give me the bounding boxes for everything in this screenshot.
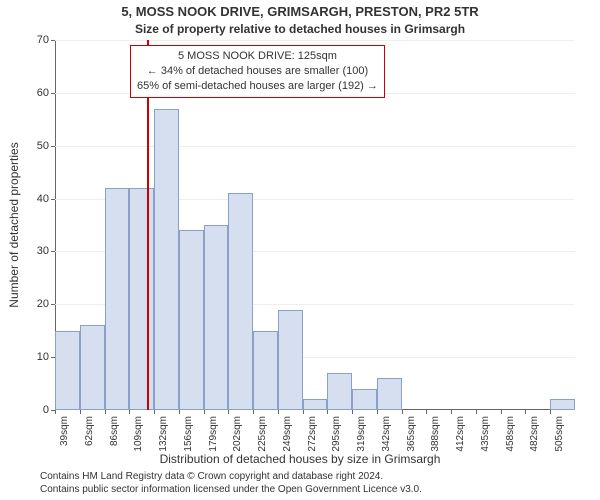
histogram-bar <box>129 188 154 410</box>
y-tick-label: 60 <box>19 87 49 99</box>
gridline <box>55 40 575 41</box>
footer-line-2: Contains public sector information licen… <box>40 484 422 497</box>
footer-attribution: Contains HM Land Registry data © Crown c… <box>40 471 422 496</box>
x-tick-mark <box>327 410 328 414</box>
histogram-bar <box>105 188 130 410</box>
y-tick-label: 0 <box>19 404 49 416</box>
y-tick-mark <box>51 304 55 305</box>
x-tick-label: 179sqm <box>208 416 219 452</box>
x-tick-mark <box>129 410 130 414</box>
x-tick-mark <box>228 410 229 414</box>
x-tick-mark <box>451 410 452 414</box>
histogram-bar <box>352 389 377 410</box>
annotation-line: 65% of semi-detached houses are larger (… <box>137 79 378 94</box>
x-tick-mark <box>352 410 353 414</box>
y-tick-label: 50 <box>19 140 49 152</box>
x-tick-mark <box>204 410 205 414</box>
histogram-bar <box>253 331 278 410</box>
x-tick-mark <box>303 410 304 414</box>
x-tick-mark <box>105 410 106 414</box>
chart-container: 5, MOSS NOOK DRIVE, GRIMSARGH, PRESTON, … <box>0 0 600 500</box>
histogram-bar <box>550 399 575 410</box>
x-tick-label: 342sqm <box>381 416 392 452</box>
x-tick-mark <box>179 410 180 414</box>
x-tick-label: 62sqm <box>84 416 95 446</box>
x-tick-label: 156sqm <box>183 416 194 452</box>
x-tick-mark <box>501 410 502 414</box>
x-tick-label: 249sqm <box>282 416 293 452</box>
y-tick-label: 70 <box>19 34 49 46</box>
y-axis-label: Number of detached properties <box>7 142 21 307</box>
x-axis-label: Distribution of detached houses by size … <box>0 452 600 466</box>
x-tick-label: 132sqm <box>158 416 169 452</box>
x-tick-label: 225sqm <box>257 416 268 452</box>
x-tick-label: 202sqm <box>232 416 243 452</box>
chart-subtitle: Size of property relative to detached ho… <box>0 22 600 36</box>
x-tick-mark <box>253 410 254 414</box>
x-tick-label: 272sqm <box>307 416 318 452</box>
histogram-bar <box>179 230 204 410</box>
y-tick-label: 40 <box>19 193 49 205</box>
x-tick-label: 109sqm <box>133 416 144 452</box>
chart-plot-area: 01020304050607039sqm62sqm86sqm109sqm132s… <box>55 40 575 410</box>
histogram-bar <box>327 373 352 410</box>
histogram-bar <box>303 399 328 410</box>
x-tick-label: 458sqm <box>505 416 516 452</box>
y-tick-label: 20 <box>19 298 49 310</box>
histogram-bar <box>80 325 105 410</box>
x-tick-label: 86sqm <box>109 416 120 446</box>
histogram-bar <box>377 378 402 410</box>
x-tick-mark <box>426 410 427 414</box>
histogram-bar <box>55 331 80 410</box>
annotation-box: 5 MOSS NOOK DRIVE: 125sqm← 34% of detach… <box>130 45 385 98</box>
gridline <box>55 146 575 147</box>
annotation-line: 5 MOSS NOOK DRIVE: 125sqm <box>137 49 378 64</box>
y-tick-mark <box>51 93 55 94</box>
x-tick-label: 412sqm <box>455 416 466 452</box>
y-tick-mark <box>51 40 55 41</box>
y-tick-mark <box>51 146 55 147</box>
histogram-bar <box>154 109 179 410</box>
x-tick-mark <box>476 410 477 414</box>
x-tick-mark <box>550 410 551 414</box>
y-tick-mark <box>51 251 55 252</box>
y-tick-label: 10 <box>19 351 49 363</box>
x-tick-label: 319sqm <box>356 416 367 452</box>
y-tick-label: 30 <box>19 245 49 257</box>
x-tick-mark <box>377 410 378 414</box>
histogram-bar <box>204 225 229 410</box>
annotation-line: ← 34% of detached houses are smaller (10… <box>137 64 378 79</box>
footer-line-1: Contains HM Land Registry data © Crown c… <box>40 471 422 484</box>
x-tick-mark <box>278 410 279 414</box>
page-title: 5, MOSS NOOK DRIVE, GRIMSARGH, PRESTON, … <box>0 4 600 19</box>
x-tick-label: 295sqm <box>331 416 342 452</box>
x-tick-label: 482sqm <box>529 416 540 452</box>
histogram-bar <box>228 193 253 410</box>
x-tick-label: 435sqm <box>480 416 491 452</box>
x-tick-label: 39sqm <box>59 416 70 446</box>
x-tick-mark <box>55 410 56 414</box>
x-tick-mark <box>80 410 81 414</box>
x-tick-mark <box>525 410 526 414</box>
histogram-bar <box>278 310 303 410</box>
y-tick-mark <box>51 199 55 200</box>
x-tick-label: 388sqm <box>430 416 441 452</box>
x-tick-label: 505sqm <box>554 416 565 452</box>
x-tick-mark <box>402 410 403 414</box>
x-tick-label: 365sqm <box>406 416 417 452</box>
x-tick-mark <box>154 410 155 414</box>
